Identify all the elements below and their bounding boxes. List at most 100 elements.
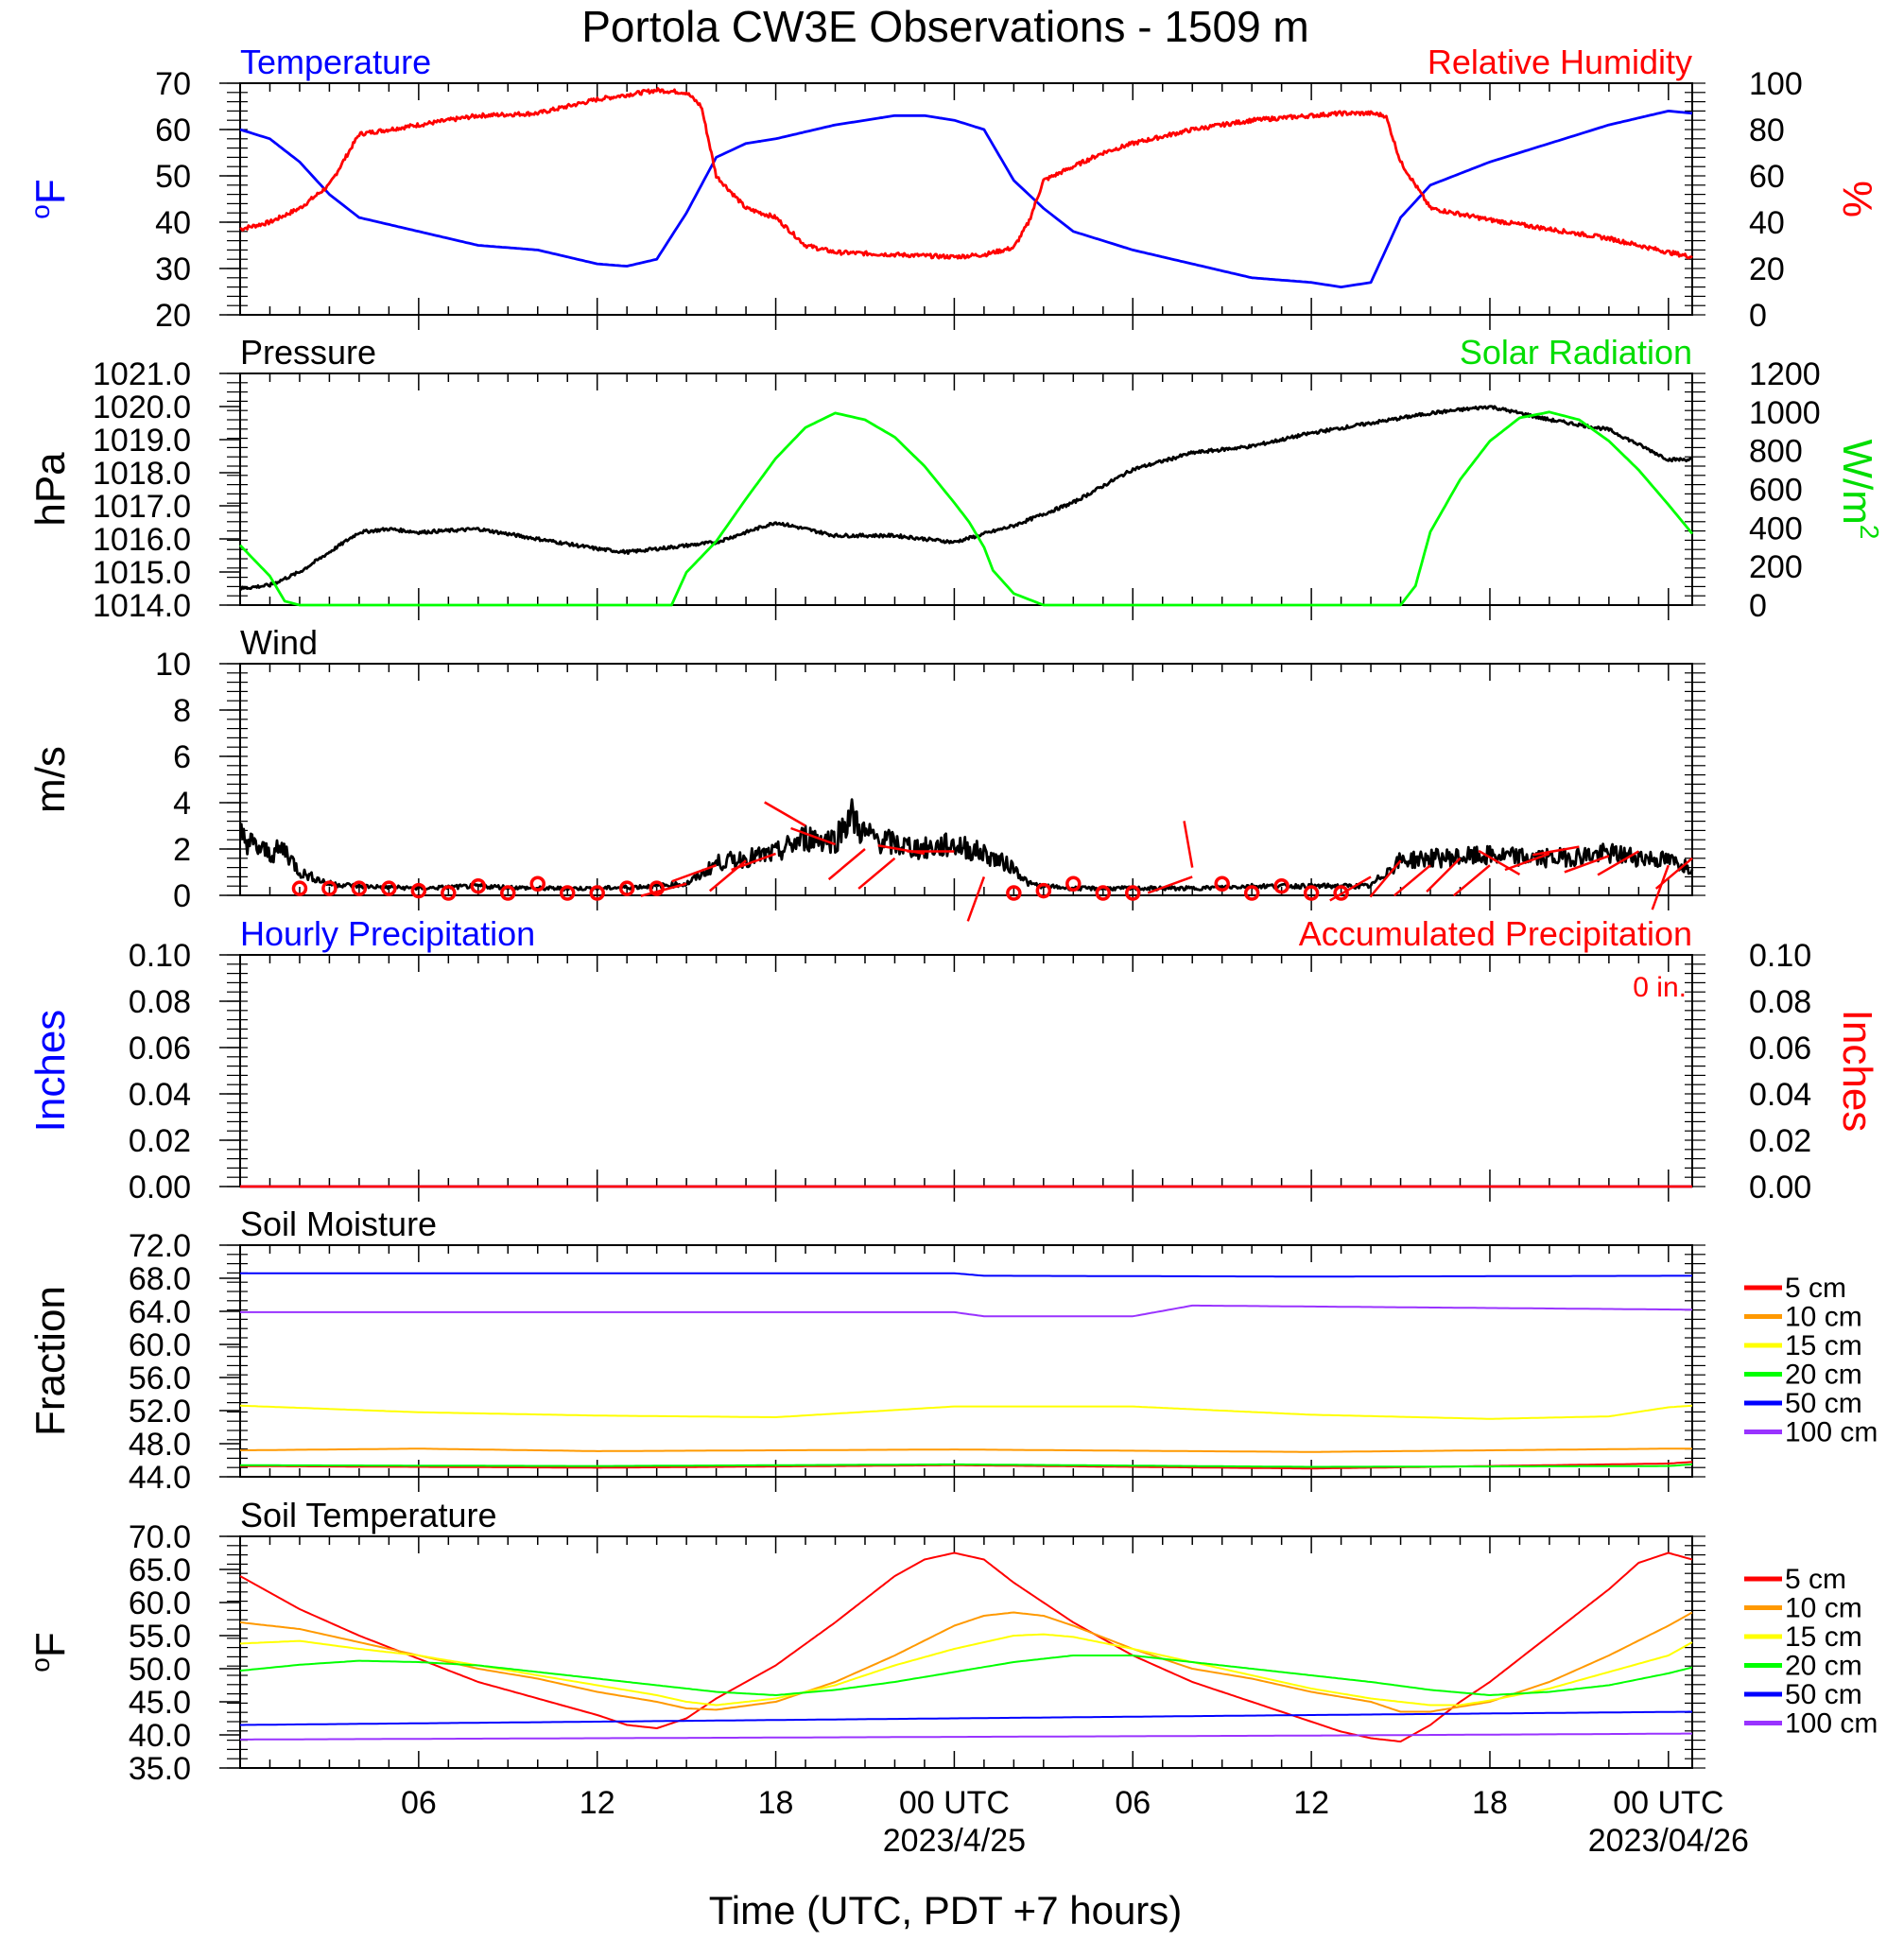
x-tick-label: 18 [758,1785,794,1821]
y-tick-label-right: 0.06 [1749,1031,1811,1066]
y-tick-label-left: 70.0 [129,1519,191,1555]
y-axis-label-right: % [1834,181,1880,217]
wind-calm-marker [441,885,457,901]
legend-label: 20 cm [1785,1360,1862,1391]
legend-label: 20 cm [1785,1651,1862,1682]
y-tick-label-left: 68.0 [129,1261,191,1297]
y-tick-label-left: 30 [155,251,191,287]
y-tick-label-left: 56.0 [129,1360,191,1396]
y-tick-label-left: 45.0 [129,1685,191,1721]
y-tick-label-right: 40 [1749,205,1785,241]
y-axis-label-right: W/m2 [1834,440,1884,540]
y-tick-label-left: 72.0 [129,1228,191,1264]
wind-barb [827,848,866,881]
y-tick-label-left: 0.00 [129,1170,191,1205]
y-tick-label-left: 2 [173,832,191,868]
y-tick-label-right: 0 [1749,298,1767,334]
y-tick-label-left: 0.04 [129,1077,191,1113]
y-tick-label-right: 100 [1749,66,1803,102]
y-tick-label-right: 20 [1749,251,1785,287]
wind-calm-marker [1243,885,1260,901]
y-tick-label-left: 48.0 [129,1427,191,1463]
y-tick-label-left: 4 [173,786,191,822]
wind-calm-marker [500,885,516,901]
wind-barb [764,801,806,827]
y-tick-label-left: 0.02 [129,1123,191,1159]
wind-barb [857,857,896,890]
y-tick-label-right: 0.02 [1749,1123,1811,1159]
wind-calm-marker [649,880,665,896]
y-tick-label-left: 1018.0 [93,456,191,492]
wind-calm-marker [1095,885,1112,901]
y-tick-label-left: 65.0 [129,1552,191,1588]
y-tick-label-left: 8 [173,693,191,729]
panel-title-left: Pressure [240,333,376,372]
y-tick-label-left: 0.06 [129,1031,191,1066]
wind-barb [966,875,986,922]
wind-barb [1504,852,1550,872]
y-tick-label-left: 60.0 [129,1586,191,1621]
series-line-wind [239,798,1694,892]
series-line-10-cm [239,1611,1693,1713]
wind-calm-marker [381,880,397,896]
x-tick-date-label: 2023/4/25 [883,1823,1026,1859]
legend-label: 50 cm [1785,1679,1862,1710]
series-line-solar-radiation [238,410,1694,607]
panel-title-left: Hourly Precipitation [240,914,535,953]
legend-label: 100 cm [1785,1417,1878,1448]
wind-barb [1532,845,1580,857]
panel-title-left: Wind [240,623,318,662]
series-line-50-cm [240,1710,1692,1726]
y-tick-label-left: 40.0 [129,1718,191,1754]
x-axis-title: Time (UTC, PDT +7 hours) [709,1888,1183,1932]
x-tick-label: 06 [1115,1785,1151,1821]
y-tick-label-right: 0.08 [1749,984,1811,1020]
y-tick-label-left: 1020.0 [93,390,191,425]
series-line-100-cm [240,1304,1693,1318]
y-tick-label-left: 10 [155,647,191,683]
y-tick-label-left: 52.0 [129,1394,191,1430]
x-tick-label: 00 UTC [1613,1785,1723,1821]
wind-barb [1393,864,1431,897]
wind-barb [1597,850,1639,876]
panel-title-right: Relative Humidity [1428,43,1692,81]
wind-calm-marker [589,885,605,901]
panel-title-left: Soil Temperature [240,1496,496,1534]
y-tick-label-left: 0.08 [129,984,191,1020]
panel-title-right: Accumulated Precipitation [1299,914,1692,953]
series-line-10-cm [240,1447,1692,1453]
series-line-temperature [239,110,1693,289]
y-tick-label-right: 1200 [1749,356,1821,392]
series-line-20-cm [240,1463,1693,1468]
legend-label: 10 cm [1785,1593,1862,1624]
legend-label: 5 cm [1785,1564,1846,1595]
wind-barb [1564,855,1610,874]
x-tick-label: 12 [580,1785,615,1821]
panel-pressure-solar: 1021.01020.01019.01018.01017.01016.01015… [27,333,1884,624]
y-tick-label-right: 200 [1749,549,1803,585]
x-tick-date-label: 2023/04/26 [1588,1823,1749,1859]
wind-barb [1452,864,1491,897]
y-tick-label-right: 0.04 [1749,1077,1811,1113]
y-tick-label-left: 55.0 [129,1619,191,1655]
panel-title-left: Soil Moisture [240,1204,437,1243]
y-tick-label-left: 50 [155,159,191,195]
y-tick-label-left: 6 [173,739,191,775]
wind-calm-marker [559,885,576,901]
panel-frame [239,1244,1693,1478]
y-tick-label-left: 1016.0 [93,522,191,558]
panel-frame [239,663,1693,896]
x-tick-label: 06 [401,1785,437,1821]
y-tick-label-right: 1000 [1749,395,1821,431]
wind-barb [640,882,687,897]
panel-soil-temperature: 70.065.060.055.050.045.040.035.0 Soil Tem… [26,1496,1878,1859]
wind-calm-marker [1065,875,1082,892]
y-tick-label-left: 60 [155,113,191,148]
legend-label: 5 cm [1785,1273,1846,1304]
legend-label: 100 cm [1785,1708,1878,1740]
y-tick-label-left: 50.0 [129,1652,191,1688]
y-tick-label-left: 70 [155,66,191,102]
legend-label: 10 cm [1785,1302,1862,1333]
